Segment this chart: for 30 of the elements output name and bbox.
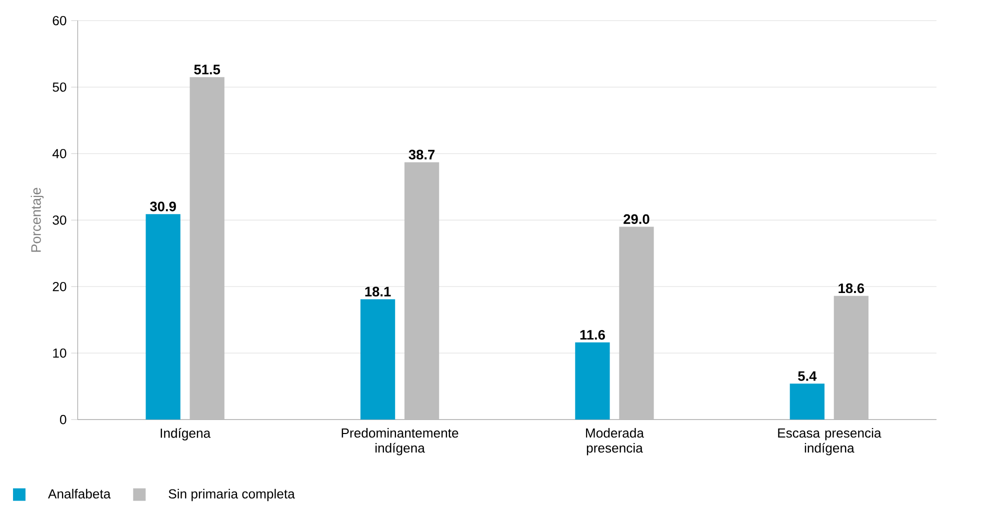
bar <box>575 342 610 420</box>
x-tick-label: Predominantemente indígena <box>342 428 458 456</box>
y-tick-label: 20 <box>52 282 66 292</box>
data-label: 29.0 <box>624 214 650 224</box>
data-label: 11.6 <box>580 330 605 340</box>
y-tick-label: 10 <box>53 348 66 358</box>
bar <box>404 162 440 420</box>
y-tick-label: 0 <box>60 414 66 424</box>
bar <box>190 77 224 420</box>
data-label: 51.5 <box>194 64 220 74</box>
legend-label: Sin primaria completa <box>168 488 295 501</box>
data-label: 18.6 <box>838 283 864 294</box>
y-tick-label: 60 <box>52 16 66 26</box>
y-axis-title: Porcentaje <box>30 188 44 252</box>
bar <box>360 299 396 420</box>
y-tick-label: 30 <box>52 215 66 225</box>
y-tick-label: 40 <box>52 148 66 158</box>
bar <box>790 384 824 420</box>
bar <box>619 226 654 420</box>
y-tick-label: 50 <box>52 82 66 92</box>
bar <box>146 214 180 420</box>
data-label: 5.4 <box>798 371 817 381</box>
bar <box>834 296 869 420</box>
data-label: 30.9 <box>150 202 176 212</box>
x-tick-label: Escasa presencia indígena <box>778 428 882 456</box>
data-label: 38.7 <box>408 150 435 160</box>
legend-label: Analfabeta <box>48 488 111 498</box>
x-tick-label: Indígena <box>160 428 211 440</box>
data-label: 18.1 <box>365 286 391 296</box>
x-tick-label: Moderada presencia <box>586 428 644 456</box>
